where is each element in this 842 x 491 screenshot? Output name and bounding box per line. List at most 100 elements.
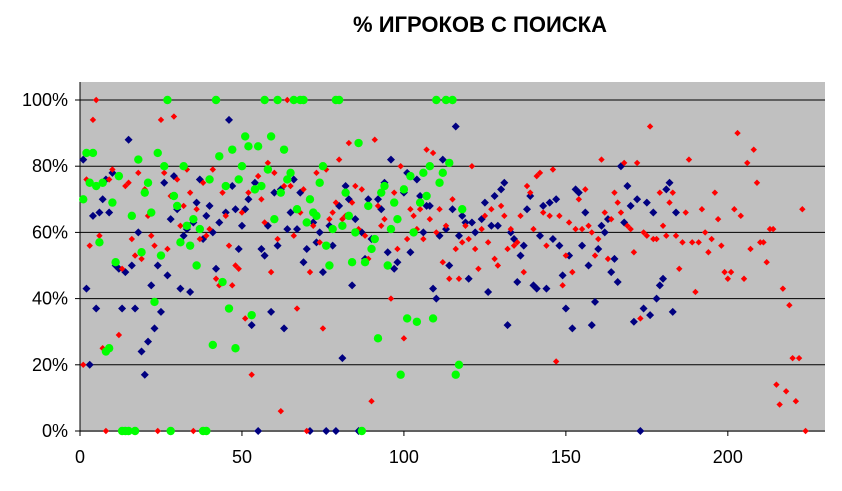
data-point <box>92 96 100 104</box>
data-point <box>513 278 522 287</box>
data-point <box>445 158 454 168</box>
data-point <box>465 235 472 243</box>
data-point <box>519 241 528 250</box>
data-point <box>218 277 227 287</box>
data-point <box>517 212 524 220</box>
data-point <box>315 178 324 187</box>
data-point <box>438 168 447 178</box>
data-point <box>506 228 515 237</box>
data-point <box>250 178 259 187</box>
data-point <box>147 208 156 217</box>
series-2 <box>80 96 809 435</box>
data-point <box>598 156 605 163</box>
data-point <box>364 195 373 204</box>
data-point <box>332 199 340 206</box>
data-point <box>234 244 243 253</box>
data-point <box>234 175 243 184</box>
data-point <box>231 205 240 214</box>
data-point <box>649 208 658 217</box>
data-point <box>776 401 783 408</box>
data-point <box>591 297 600 306</box>
data-point <box>410 212 417 220</box>
data-point <box>80 361 87 368</box>
data-point <box>488 206 495 213</box>
data-point <box>322 427 331 435</box>
data-point <box>367 244 376 254</box>
data-point <box>575 196 583 203</box>
data-point <box>400 335 408 342</box>
data-points <box>79 95 809 436</box>
data-point <box>636 427 645 435</box>
data-point <box>668 307 677 316</box>
data-point <box>270 214 279 224</box>
data-point <box>211 95 221 105</box>
data-point <box>565 219 573 226</box>
data-point <box>510 242 518 249</box>
data-point <box>241 315 249 322</box>
data-point <box>237 162 247 171</box>
data-point <box>439 258 446 266</box>
data-point <box>497 202 505 210</box>
data-point <box>588 229 595 236</box>
data-point <box>403 235 411 243</box>
data-point <box>186 287 195 296</box>
data-point <box>471 228 480 237</box>
data-point <box>532 284 541 293</box>
data-point <box>315 228 324 237</box>
data-point <box>143 178 153 187</box>
data-point <box>663 232 670 239</box>
data-point <box>177 222 184 229</box>
data-point <box>283 175 292 184</box>
data-point <box>371 136 378 143</box>
data-point <box>148 232 155 239</box>
data-point <box>688 239 696 246</box>
data-point <box>95 208 104 217</box>
data-point <box>452 245 459 253</box>
data-point <box>802 427 809 435</box>
data-point <box>445 261 454 270</box>
data-point <box>98 195 107 204</box>
data-point <box>501 212 508 220</box>
x-tick-label: 50 <box>232 447 252 467</box>
data-point <box>140 188 149 197</box>
data-point <box>176 238 185 247</box>
data-point <box>286 208 295 217</box>
data-point <box>574 188 583 197</box>
data-point <box>409 228 418 237</box>
data-point <box>232 262 239 269</box>
data-point <box>348 281 357 290</box>
data-point <box>205 175 214 184</box>
data-point <box>578 241 587 250</box>
data-point <box>480 198 489 207</box>
data-point <box>124 135 133 144</box>
data-point <box>786 302 793 309</box>
data-point <box>568 324 577 333</box>
data-point <box>416 191 425 200</box>
data-point <box>351 215 360 224</box>
data-point <box>718 242 725 249</box>
data-point <box>131 252 139 259</box>
data-point <box>423 146 430 153</box>
data-point <box>299 95 308 105</box>
data-point <box>535 231 544 240</box>
data-point <box>153 148 162 158</box>
data-point <box>305 195 315 204</box>
data-point <box>157 116 165 124</box>
data-point <box>514 239 521 246</box>
data-point <box>208 340 218 350</box>
data-point <box>629 317 638 326</box>
data-point <box>640 229 647 236</box>
y-tick-label: 80% <box>32 156 68 176</box>
data-point <box>284 96 291 104</box>
data-point <box>313 169 320 177</box>
data-point <box>523 182 531 190</box>
data-point <box>163 271 172 280</box>
data-point <box>708 235 715 243</box>
data-point <box>118 304 127 313</box>
data-point <box>176 284 185 293</box>
data-point <box>500 178 509 187</box>
data-point <box>205 201 214 210</box>
data-point <box>127 211 137 221</box>
data-point <box>150 297 159 307</box>
data-point <box>156 251 166 260</box>
